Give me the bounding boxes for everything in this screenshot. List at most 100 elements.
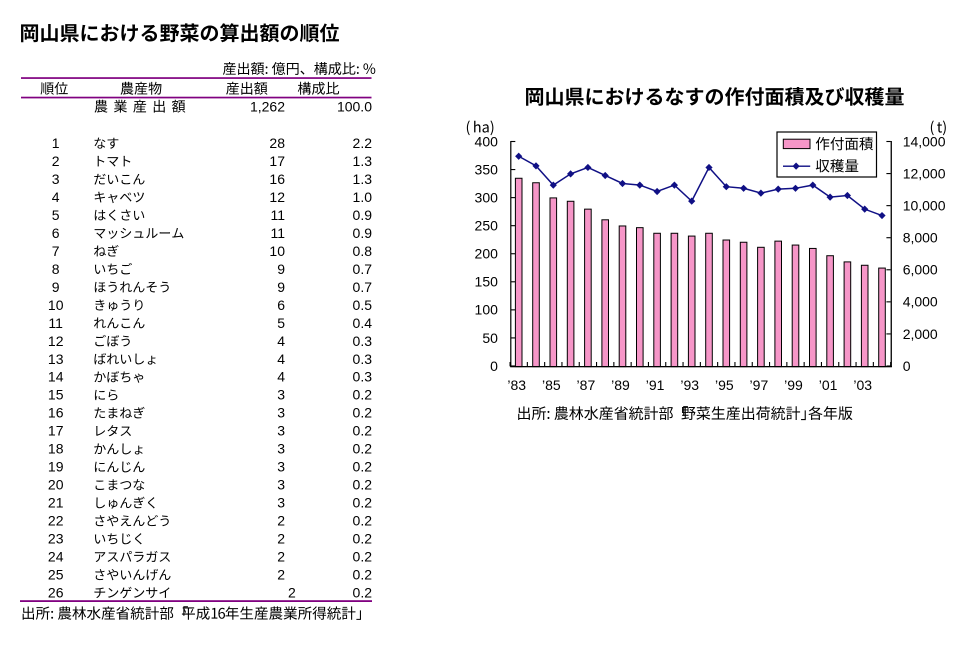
svg-text:’95: ’95 (715, 377, 734, 393)
svg-text:0.8: 0.8 (353, 243, 373, 259)
svg-text:2: 2 (277, 549, 285, 565)
svg-text:18: 18 (48, 441, 64, 457)
svg-text:1,262: 1,262 (250, 99, 285, 115)
svg-text:3: 3 (277, 423, 285, 439)
svg-text:22: 22 (48, 513, 64, 529)
svg-text:’93: ’93 (680, 377, 699, 393)
svg-text:17: 17 (269, 153, 285, 169)
svg-text:350: 350 (475, 161, 499, 177)
svg-text:2,000: 2,000 (903, 326, 938, 342)
svg-text:0: 0 (903, 358, 911, 374)
svg-text:0.9: 0.9 (353, 207, 373, 223)
svg-text:0.2: 0.2 (353, 567, 373, 583)
svg-text:’97: ’97 (750, 377, 769, 393)
svg-text:0.7: 0.7 (353, 279, 373, 295)
svg-text:23: 23 (48, 531, 64, 547)
svg-text:1.3: 1.3 (353, 171, 373, 187)
svg-text:25: 25 (48, 567, 64, 583)
svg-text:0.2: 0.2 (353, 531, 373, 547)
svg-text:100.0: 100.0 (337, 99, 372, 115)
svg-text:14,000: 14,000 (903, 133, 946, 149)
svg-text:0.7: 0.7 (353, 261, 373, 277)
svg-text:0.2: 0.2 (353, 513, 373, 529)
svg-text:26: 26 (48, 585, 64, 601)
svg-text:7: 7 (52, 243, 60, 259)
svg-text:24: 24 (48, 549, 64, 565)
svg-text:12: 12 (48, 333, 64, 349)
svg-text:0.2: 0.2 (353, 495, 373, 511)
svg-text:6,000: 6,000 (903, 262, 938, 278)
svg-text:3: 3 (52, 171, 60, 187)
svg-text:’87: ’87 (577, 377, 596, 393)
svg-text:0.4: 0.4 (353, 315, 373, 331)
svg-text:0.2: 0.2 (353, 405, 373, 421)
svg-text:5: 5 (277, 315, 285, 331)
svg-text:11: 11 (270, 225, 285, 241)
svg-text:’83: ’83 (507, 377, 526, 393)
svg-text:2.2: 2.2 (353, 135, 373, 151)
svg-text:0.5: 0.5 (353, 297, 373, 313)
svg-text:10,000: 10,000 (903, 197, 946, 213)
svg-text:10: 10 (48, 297, 64, 313)
svg-text:11: 11 (270, 207, 285, 223)
svg-text:0.2: 0.2 (353, 459, 373, 475)
svg-text:15: 15 (48, 387, 64, 403)
svg-text:0.3: 0.3 (353, 333, 373, 349)
svg-text:4: 4 (277, 369, 285, 385)
svg-text:17: 17 (48, 423, 64, 439)
svg-text:9: 9 (52, 279, 60, 295)
svg-text:9: 9 (277, 279, 285, 295)
svg-text:50: 50 (482, 330, 498, 346)
svg-text:’01: ’01 (819, 377, 838, 393)
svg-text:300: 300 (475, 189, 499, 205)
svg-text:16: 16 (48, 405, 64, 421)
svg-text:3: 3 (277, 477, 285, 493)
svg-text:0.2: 0.2 (353, 477, 373, 493)
svg-text:0: 0 (490, 358, 498, 374)
svg-text:400: 400 (475, 133, 499, 149)
svg-text:2: 2 (288, 585, 296, 601)
svg-text:3: 3 (277, 495, 285, 511)
svg-text:1: 1 (52, 135, 60, 151)
svg-text:12,000: 12,000 (903, 165, 946, 181)
svg-text:1.3: 1.3 (353, 153, 373, 169)
svg-text:150: 150 (475, 274, 499, 290)
svg-text:0.2: 0.2 (353, 441, 373, 457)
svg-text:6: 6 (52, 225, 60, 241)
svg-text:12: 12 (269, 189, 285, 205)
svg-text:4: 4 (52, 189, 60, 205)
svg-text:’03: ’03 (853, 377, 872, 393)
svg-text:5: 5 (52, 207, 60, 223)
svg-text:28: 28 (269, 135, 285, 151)
svg-text:0.2: 0.2 (353, 423, 373, 439)
svg-text:3: 3 (277, 459, 285, 475)
svg-text:4: 4 (277, 351, 285, 367)
svg-text:3: 3 (277, 405, 285, 421)
svg-text:21: 21 (48, 495, 64, 511)
svg-text:0.9: 0.9 (353, 225, 373, 241)
svg-text:19: 19 (48, 459, 64, 475)
svg-text:2: 2 (277, 531, 285, 547)
svg-text:1.0: 1.0 (353, 189, 373, 205)
svg-text:4: 4 (277, 333, 285, 349)
svg-text:0.2: 0.2 (353, 387, 373, 403)
svg-text:’91: ’91 (646, 377, 665, 393)
svg-text:8: 8 (52, 261, 60, 277)
svg-text:3: 3 (277, 387, 285, 403)
svg-text:100: 100 (475, 302, 499, 318)
svg-text:13: 13 (48, 351, 64, 367)
svg-text:2: 2 (277, 513, 285, 529)
svg-text:6: 6 (277, 297, 285, 313)
svg-text:10: 10 (269, 243, 285, 259)
svg-text:200: 200 (475, 246, 499, 262)
svg-text:9: 9 (277, 261, 285, 277)
svg-text:4,000: 4,000 (903, 294, 938, 310)
svg-text:8,000: 8,000 (903, 230, 938, 246)
svg-text:11: 11 (48, 315, 63, 331)
svg-text:0.3: 0.3 (353, 369, 373, 385)
svg-text:250: 250 (475, 218, 499, 234)
svg-text:2: 2 (52, 153, 60, 169)
svg-text:0.2: 0.2 (353, 549, 373, 565)
svg-text:2: 2 (277, 567, 285, 583)
svg-text:16: 16 (269, 171, 285, 187)
